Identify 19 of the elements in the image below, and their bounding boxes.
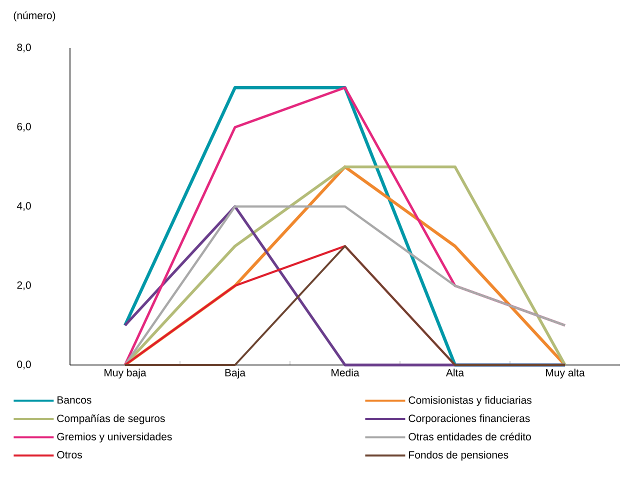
legend-label: Corporaciones financieras [408, 414, 530, 424]
y-tick-label: 4,0 [16, 202, 31, 211]
legend-label: Compañías de seguros [57, 414, 165, 424]
x-tick-label: Muy alta [546, 368, 585, 378]
y-tick-label: 0,0 [17, 360, 31, 370]
x-tick-label: Baja [225, 368, 246, 378]
x-tick-label: Muy baja [104, 368, 146, 378]
x-tick-label: Media [332, 368, 360, 376]
legend-label: Fondos de pensiones [409, 450, 508, 461]
legend-label: Otros [57, 451, 82, 458]
x-tick-label: Alta [446, 368, 464, 376]
y-tick-label: 6,0 [17, 122, 31, 132]
legend-label: Comisionistas y fiduciarias [408, 396, 532, 406]
y-tick-label: 8,0 [17, 44, 31, 52]
legend-label: Otras entidades de crédito [408, 432, 531, 440]
y-axis-title: (número) [14, 11, 56, 22]
legend-label: Bancos [58, 396, 92, 404]
y-tick-label: 2,0 [17, 281, 31, 290]
legend-label: Gremios y universidades [57, 432, 172, 442]
